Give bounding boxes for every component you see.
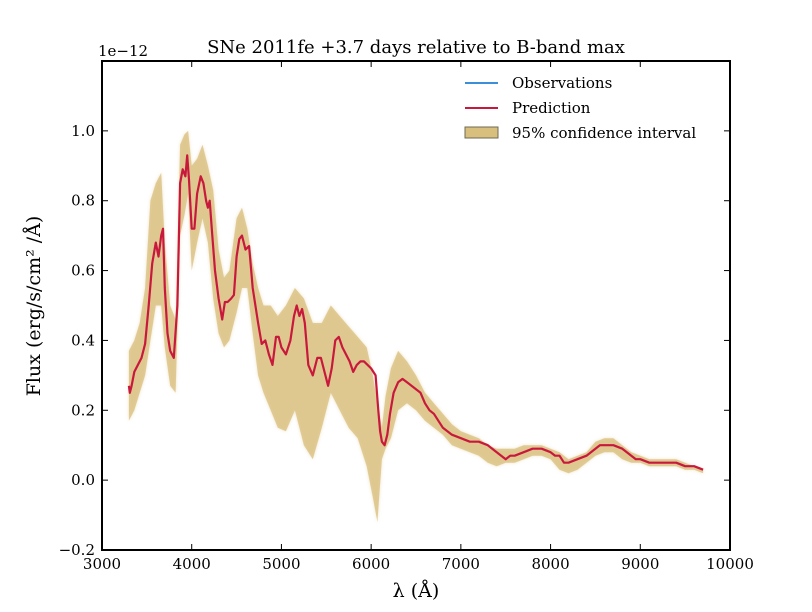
legend-label: Observations — [512, 74, 612, 92]
x-tick-label: 6000 — [352, 555, 390, 573]
series-layer — [127, 154, 704, 471]
y-tick-label: 0.4 — [71, 331, 95, 349]
y-tick-label: 0.2 — [71, 401, 95, 419]
y-axis-label: Flux (erg/s/cm² /Å) — [23, 216, 45, 397]
x-tick-label: 3000 — [83, 555, 121, 573]
legend: Observations Prediction 95% confidence int… — [464, 74, 696, 142]
x-tick-label: 10000 — [706, 555, 754, 573]
confidence-band-halo — [128, 130, 704, 523]
x-tick-label: 4000 — [173, 555, 211, 573]
y-offset-label: 1e−12 — [98, 42, 148, 60]
series-line-prediction — [127, 154, 704, 471]
legend-swatch-band — [464, 126, 499, 139]
x-axis-label: λ (Å) — [393, 580, 440, 602]
chart-title: SNe 2011fe +3.7 days relative to B-band … — [207, 37, 625, 58]
confidence-band — [128, 130, 704, 523]
y-tick-label: 0.6 — [71, 262, 95, 280]
y-tick-label: 0.0 — [71, 471, 95, 489]
x-tick-label: 9000 — [621, 555, 659, 573]
y-tick-label: −0.2 — [59, 541, 95, 559]
axes: 3000 4000 5000 6000 7000 8000 9000 10000 −0.2 0.0… — [59, 60, 754, 573]
confidence-band-layer — [128, 130, 704, 523]
y-tick-label: 0.8 — [71, 192, 95, 210]
x-tick-label: 8000 — [531, 555, 569, 573]
plot-frame — [101, 60, 731, 551]
y-tick-label: 1.0 — [71, 122, 95, 140]
legend-label: 95% confidence interval — [512, 124, 696, 142]
x-tick-label: 5000 — [262, 555, 300, 573]
legend-label: Prediction — [512, 99, 591, 117]
x-tick-label: 7000 — [442, 555, 480, 573]
